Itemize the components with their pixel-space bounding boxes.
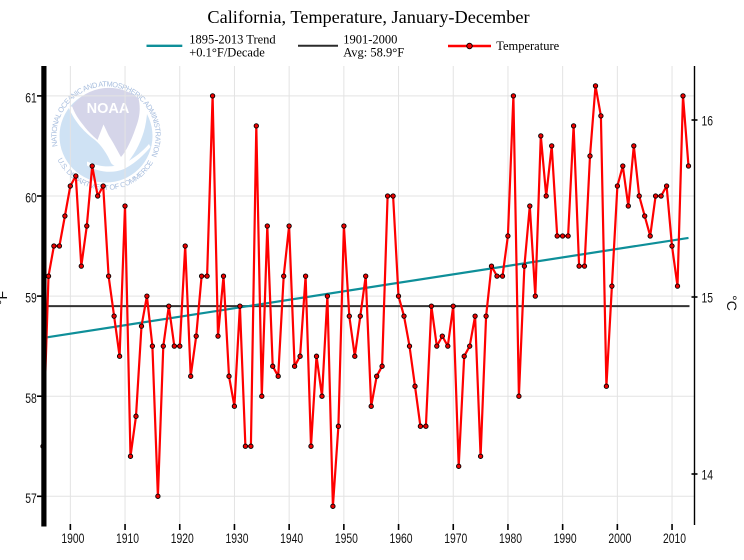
svg-text:61: 61 [25,90,37,106]
svg-text:57: 57 [25,490,37,506]
svg-text:1910: 1910 [116,531,139,547]
svg-text:1970: 1970 [444,531,467,547]
svg-text:1940: 1940 [280,531,303,547]
svg-text:California, Temperature, Janua: California, Temperature, January-Decembe… [207,7,529,27]
svg-text:1901-2000: 1901-2000 [343,33,397,47]
svg-text:14: 14 [702,467,714,483]
svg-text:59: 59 [25,290,37,306]
svg-text:+0.1°F/Decade: +0.1°F/Decade [189,46,265,60]
svg-text:1900: 1900 [61,531,84,547]
svg-text:1950: 1950 [335,531,358,547]
svg-text:1920: 1920 [171,531,194,547]
svg-text:1980: 1980 [499,531,522,547]
svg-text:1895-2013 Trend: 1895-2013 Trend [189,33,276,47]
svg-text:60: 60 [25,190,37,206]
svg-text:°C: °C [724,295,740,311]
svg-text:1930: 1930 [225,531,248,547]
svg-text:NOAA: NOAA [87,101,130,117]
svg-text:1960: 1960 [390,531,413,547]
svg-text:2010: 2010 [663,531,686,547]
svg-text:16: 16 [702,113,714,129]
svg-text:Temperature: Temperature [496,39,559,53]
svg-text:1990: 1990 [554,531,577,547]
svg-text:2000: 2000 [608,531,631,547]
svg-text:°F: °F [0,291,10,305]
svg-text:58: 58 [25,390,37,406]
svg-text:15: 15 [702,290,714,306]
svg-text:Avg: 58.9°F: Avg: 58.9°F [343,46,404,60]
